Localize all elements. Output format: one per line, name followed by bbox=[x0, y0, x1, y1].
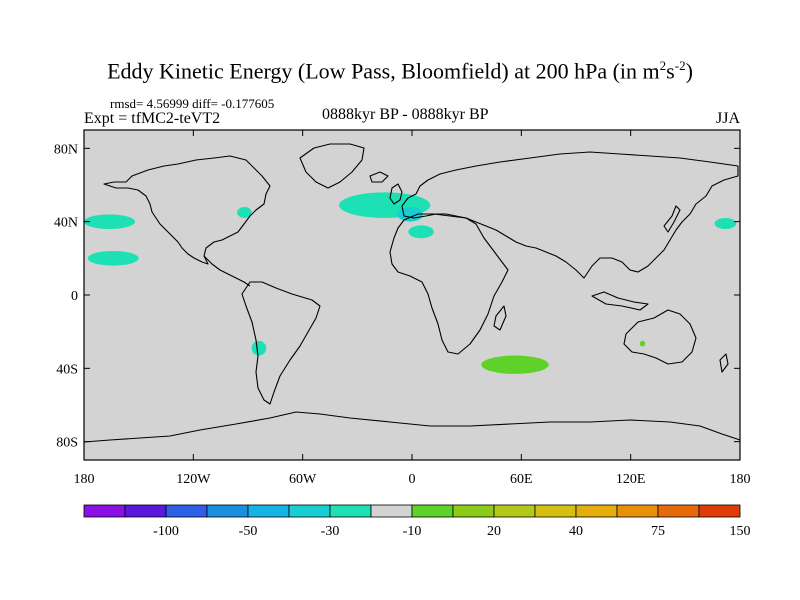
coast-australia bbox=[623, 309, 697, 365]
season-label: JJA bbox=[716, 110, 741, 127]
coast-eurasia bbox=[401, 151, 739, 279]
y-tick-label: 40N bbox=[54, 216, 78, 231]
coast-new-zealand bbox=[719, 353, 729, 373]
colorbar-label: 40 bbox=[569, 524, 583, 539]
coast-central-america bbox=[203, 255, 251, 287]
x-axis: 180 120W 60W 0 60E 120E 180 bbox=[74, 130, 751, 487]
anomaly-region-2 bbox=[87, 250, 139, 266]
colorbar-swatch bbox=[534, 504, 577, 518]
colorbar-label: -50 bbox=[239, 524, 258, 539]
y-tick-label: 0 bbox=[71, 289, 78, 304]
anomaly-region-7 bbox=[251, 340, 267, 356]
colorbar-swatch bbox=[247, 504, 290, 518]
colorbar-swatch bbox=[165, 504, 208, 518]
map-background bbox=[84, 130, 740, 460]
anomaly-region-9 bbox=[639, 340, 646, 347]
experiment-label: Expt = tfMC2-teVT2 bbox=[84, 110, 221, 127]
colorbar-swatch bbox=[83, 504, 126, 518]
colorbar-swatch bbox=[411, 504, 454, 518]
colorbar-label: -10 bbox=[403, 524, 422, 539]
period-label: 0888kyr BP - 0888kyr BP bbox=[322, 106, 489, 123]
y-axis: 80N 40N 0 40S 80S bbox=[54, 142, 740, 451]
colorbar-swatch bbox=[493, 504, 536, 518]
colorbar-swatch bbox=[452, 504, 495, 518]
coast-great-britain bbox=[389, 183, 403, 205]
x-tick-label: 0 bbox=[409, 472, 416, 487]
colorbar-label: -30 bbox=[321, 524, 340, 539]
y-tick-label: 80N bbox=[54, 142, 78, 157]
coast-japan bbox=[663, 205, 681, 233]
coast-south-america bbox=[241, 281, 321, 405]
colorbar-swatch bbox=[124, 504, 167, 518]
coastlines bbox=[83, 143, 741, 443]
colorbar-swatch bbox=[575, 504, 618, 518]
colorbar-swatch bbox=[616, 504, 659, 518]
anomaly-region-5 bbox=[237, 207, 252, 218]
coast-madagascar bbox=[493, 305, 507, 331]
colorbar-swatch bbox=[657, 504, 700, 518]
coast-iceland bbox=[369, 171, 389, 183]
x-tick-label: 120E bbox=[616, 472, 646, 487]
colorbar-swatch bbox=[329, 504, 372, 518]
anomaly-region-1 bbox=[84, 214, 135, 229]
x-tick-label: 60W bbox=[289, 472, 317, 487]
x-tick-label: 120W bbox=[176, 472, 211, 487]
x-tick-label: 180 bbox=[74, 472, 95, 487]
anomaly-region-3 bbox=[408, 225, 434, 239]
coast-greenland bbox=[299, 143, 365, 189]
stats-line: rmsd= 4.56999 diff= -0.177605 bbox=[110, 96, 275, 111]
colorbar-swatch bbox=[288, 504, 331, 518]
chart-title: Eddy Kinetic Energy (Low Pass, Bloomfiel… bbox=[107, 58, 693, 84]
coast-indonesia bbox=[591, 291, 649, 311]
anomaly-region-6 bbox=[714, 218, 737, 229]
x-tick-label: 60E bbox=[510, 472, 533, 487]
colorbar-swatch bbox=[206, 504, 249, 518]
coast-antarctica bbox=[83, 411, 741, 443]
colorbar-label: 75 bbox=[651, 524, 665, 539]
colorbar-label: -100 bbox=[153, 524, 179, 539]
colorbar-swatch bbox=[370, 504, 413, 518]
colorbar-label: 150 bbox=[730, 524, 751, 539]
y-tick-label: 80S bbox=[56, 436, 78, 451]
y-tick-label: 40S bbox=[56, 362, 78, 377]
anomaly-layer bbox=[84, 192, 737, 374]
map-plot-area: 180 120W 60W 0 60E 120E 180 80N 40N 0 40S 80S bbox=[54, 129, 751, 487]
anomaly-region-8 bbox=[481, 355, 549, 374]
coast-north-america bbox=[103, 155, 271, 265]
colorbar-swatch bbox=[698, 504, 741, 518]
colorbar-label: 20 bbox=[487, 524, 501, 539]
colorbar: -100 -50 -30 -10 20 40 75 150 bbox=[83, 504, 751, 539]
coast-africa bbox=[389, 213, 509, 355]
x-tick-label: 180 bbox=[730, 472, 751, 487]
